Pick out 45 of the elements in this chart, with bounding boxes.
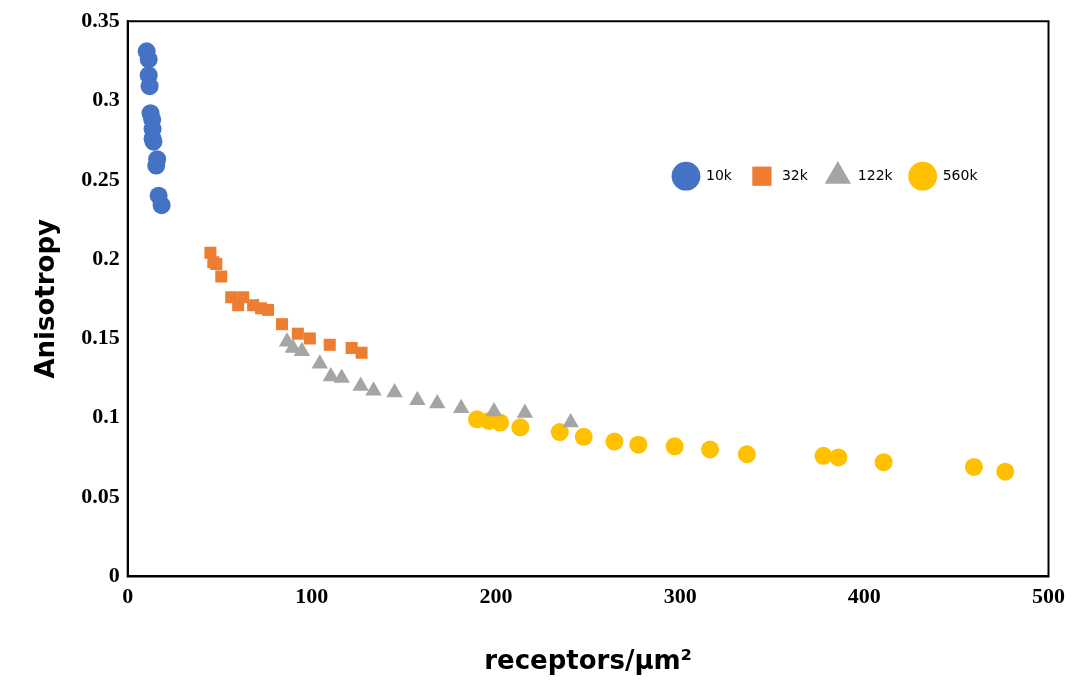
point: [829, 448, 848, 467]
y-axis-title: Anisotropy: [30, 218, 61, 379]
y-tick-label: 0.15: [81, 324, 120, 350]
x-tick-label: 400: [847, 583, 881, 609]
point: [511, 418, 530, 437]
point: [701, 440, 720, 459]
x-tick-label: 300: [663, 583, 697, 609]
point: [345, 341, 358, 354]
point: [964, 457, 983, 476]
point: [737, 445, 756, 464]
y-tick-label: 0.35: [81, 6, 120, 32]
y-tick-label: 0.05: [81, 482, 120, 508]
point: [550, 423, 569, 442]
point: [665, 437, 684, 456]
legend-label: 32k: [781, 166, 809, 183]
point: [323, 338, 336, 351]
point: [814, 446, 833, 465]
point: [574, 427, 593, 446]
point: [996, 462, 1015, 481]
y-tick-label: 0: [108, 562, 120, 588]
point: [605, 432, 624, 451]
y-tick-label: 0.2: [92, 244, 120, 270]
point: [303, 332, 316, 345]
point: [262, 303, 275, 316]
point: [237, 291, 250, 304]
point: [355, 346, 368, 359]
point: [562, 413, 579, 428]
y-tick-label: 0.1: [92, 403, 120, 429]
point: [291, 327, 304, 340]
point: [429, 394, 446, 409]
point: [874, 453, 893, 472]
point: [629, 435, 648, 454]
point: [152, 196, 171, 215]
x-axis-title: receptors/µm²: [484, 645, 693, 676]
y-tick-label: 0.3: [92, 86, 120, 112]
point: [215, 270, 228, 283]
x-tick-label: 200: [479, 583, 513, 609]
point: [276, 318, 289, 331]
point: [491, 413, 510, 432]
y-tick-label: 0.25: [81, 165, 120, 191]
legend-label: 10k: [706, 166, 733, 183]
x-tick-label: 500: [1032, 583, 1065, 609]
x-tick-label: 100: [295, 583, 329, 609]
legend-label: 560k: [942, 166, 979, 183]
legend-label: 122k: [857, 166, 894, 183]
